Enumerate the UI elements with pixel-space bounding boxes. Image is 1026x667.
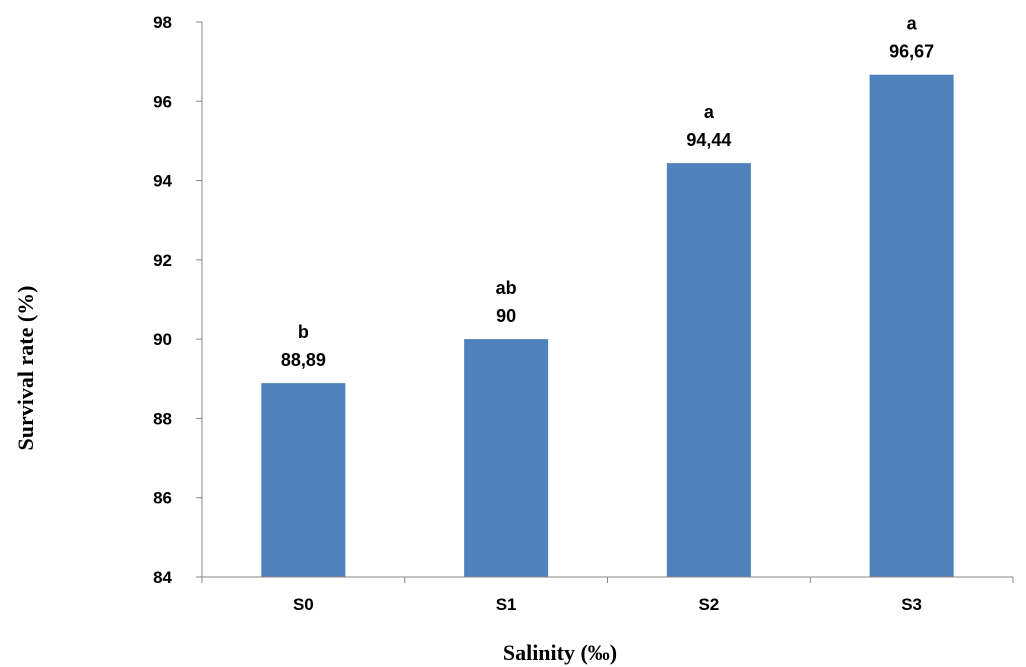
y-axis-title: Survival rate (%) xyxy=(13,286,38,451)
data-label: 94,44 xyxy=(686,130,731,150)
axes-group: 84 86 88 90 92 94 96 98 xyxy=(153,13,1014,587)
y-tick-label: 88 xyxy=(153,409,172,428)
bar-s3 xyxy=(869,74,954,577)
data-label: 96,67 xyxy=(889,42,934,62)
y-tick-label: 84 xyxy=(153,568,172,587)
x-tick-label: S2 xyxy=(698,595,719,614)
y-tick-label: 96 xyxy=(153,92,172,111)
y-tick-label: 90 xyxy=(153,330,172,349)
significance-letter: a xyxy=(704,102,715,122)
data-label: 90 xyxy=(496,306,516,326)
y-tick-label: 86 xyxy=(153,489,172,508)
labels-group: S0 88,89 b S1 90 ab S2 94,44 a S3 96,67 a xyxy=(281,14,934,614)
x-axis-title: Salinity (‰) xyxy=(503,640,617,665)
bar-s0 xyxy=(261,383,346,577)
bar-s2 xyxy=(666,163,751,577)
data-label: 88,89 xyxy=(281,350,326,370)
significance-letter: a xyxy=(907,14,918,34)
y-tick-label: 92 xyxy=(153,251,172,270)
significance-letter: ab xyxy=(496,278,517,298)
x-tick-label: S1 xyxy=(496,595,517,614)
x-tick-label: S0 xyxy=(293,595,314,614)
y-tick-label: 98 xyxy=(153,13,172,32)
bars-group xyxy=(261,74,954,577)
y-tick-label: 94 xyxy=(153,172,172,191)
significance-letter: b xyxy=(298,322,309,342)
x-tick-label: S3 xyxy=(901,595,922,614)
bar-s1 xyxy=(464,339,549,577)
